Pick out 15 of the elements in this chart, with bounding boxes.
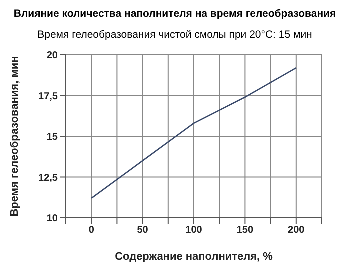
y-tick-label: 17,5 [38, 91, 58, 102]
x-tick-label: 50 [137, 225, 149, 236]
x-tick-label: 100 [186, 225, 203, 236]
y-axis-title: Время гелеобразования, мин [8, 56, 21, 217]
line-series [90, 67, 298, 200]
x-tick-label: 200 [288, 225, 306, 236]
chart-subtitle: Время гелеобразования чистой смолы при 20°C: 15 мин [36, 29, 314, 41]
chart-title: Влияние количества наполнителя на время гелеобразования [12, 8, 338, 20]
x-axis-title: Содержание наполнителя, % [115, 251, 274, 263]
x-tick-label: 150 [236, 225, 254, 236]
y-tick-label: 15 [46, 132, 58, 144]
y-tick-label: 10 [46, 214, 58, 225]
y-tick-label: 12,5 [38, 172, 58, 184]
x-tick-label: 0 [88, 225, 95, 236]
y-tick-label: 20 [46, 50, 58, 62]
